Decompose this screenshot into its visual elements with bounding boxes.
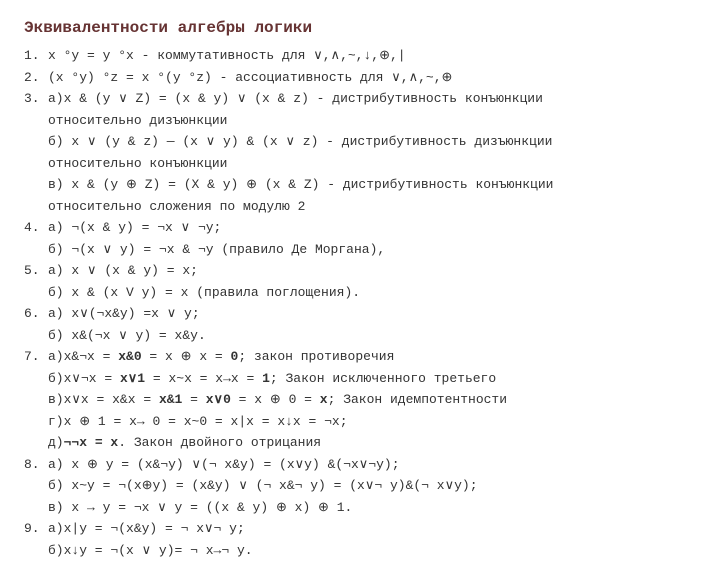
text-part: д) [48,435,64,450]
item-1: 1. x °y = y °x - коммутативность для ∨,∧… [24,46,696,66]
bold-text: 1 [262,371,270,386]
text-part: = [182,392,205,407]
bold-text: x [320,392,328,407]
item-7b: б)x∨¬x = x∨1 = x~x = x→x = 1; Закон искл… [24,369,696,389]
item-number: 3. [24,89,48,109]
item-5b: б) x & (x V y) = x (правила поглощения). [24,283,696,303]
text-part: а)x&¬x = [48,349,118,364]
item-9: 9. а)x|y = ¬(x&y) = ¬ x∨¬ y; [24,519,696,539]
item-3a-cont: относительно дизъюнкции [24,111,696,131]
item-3v: в) x & (y ⊕ Z) = (X & y) ⊕ (x & Z) - дис… [24,175,696,195]
item-number: 2. [24,68,48,88]
item-7: 7. а)x&¬x = x&0 = x ⊕ x = 0; закон проти… [24,347,696,367]
bold-text: x&0 [118,349,141,364]
item-text: (x °y) °z = x °(y °z) - ассоциативность … [48,68,696,88]
item-4b: б) ¬(x ∨ y) = ¬x & ¬y (правило Де Морган… [24,240,696,260]
text-part: б)x∨¬x = [48,371,120,386]
text-part: ; закон противоречия [238,349,394,364]
bold-text: x∨0 [206,392,231,407]
item-text: а)x&¬x = x&0 = x ⊕ x = 0; закон противор… [48,347,696,367]
item-text: a) x ⊕ y = (x&¬y) ∨(¬ x&y) = (x∨y) &(¬x∨… [48,455,696,475]
item-8: 8. a) x ⊕ y = (x&¬y) ∨(¬ x&y) = (x∨y) &(… [24,455,696,475]
item-number: 6. [24,304,48,324]
item-text: а)x|y = ¬(x&y) = ¬ x∨¬ y; [48,519,696,539]
item-5: 5. a) x ∨ (x & y) = x; [24,261,696,281]
item-7v: в)x∨x = x&x = x&1 = x∨0 = x ⊕ 0 = x; Зак… [24,390,696,410]
item-8b: б) x~y = ¬(x⊕y) = (x&y) ∨ (¬ x&¬ y) = (x… [24,476,696,496]
item-2: 2. (x °y) °z = x °(y °z) - ассоциативнос… [24,68,696,88]
item-4: 4. a) ¬(x & y) = ¬x ∨ ¬y; [24,218,696,238]
item-6b: б) x&(¬x ∨ y) = x&y. [24,326,696,346]
item-text: x °y = y °x - коммутативность для ∨,∧,~,… [48,46,696,66]
item-8v: в) x → y = ¬x ∨ y = ((x & y) ⊕ x) ⊕ 1. [24,498,696,518]
item-number: 1. [24,46,48,66]
item-number: 8. [24,455,48,475]
item-text: a) ¬(x & y) = ¬x ∨ ¬y; [48,218,696,238]
item-9b: б)x↓y = ¬(x ∨ y)= ¬ x→¬ y. [24,541,696,561]
item-7g: г)x ⊕ 1 = x→ 0 = x~0 = x|x = x↓x = ¬x; [24,412,696,432]
item-6: 6. a) x∨(¬x&y) =x ∨ y; [24,304,696,324]
item-3v-cont: относительно сложения по модулю 2 [24,197,696,217]
page-title: Эквивалентности алгебры логики [24,16,696,40]
item-3: 3. а)x & (y ∨ Z) = (x & y) ∨ (x & z) - д… [24,89,696,109]
text-part: = x ⊕ x = [142,349,231,364]
item-text: a) x∨(¬x&y) =x ∨ y; [48,304,696,324]
item-number: 5. [24,261,48,281]
item-number: 4. [24,218,48,238]
text-part: в)x∨x = x&x = [48,392,159,407]
item-3b-cont: относительно конъюнкции [24,154,696,174]
item-text: а)x & (y ∨ Z) = (x & y) ∨ (x & z) - дист… [48,89,696,109]
bold-text: ¬¬x = x [64,435,119,450]
text-part: = x~x = x→x = [145,371,262,386]
text-part: ; Закон исключенного третьего [270,371,496,386]
text-part: ; Закон идемпотентности [328,392,507,407]
item-7d: д)¬¬x = x. Закон двойного отрицания [24,433,696,453]
item-number: 9. [24,519,48,539]
item-3b: б) x ∨ (y & z) — (x ∨ y) & (x ∨ z) - дис… [24,132,696,152]
bold-text: x∨1 [120,371,145,386]
item-number: 7. [24,347,48,367]
item-text: a) x ∨ (x & y) = x; [48,261,696,281]
text-part: . Закон двойного отрицания [118,435,321,450]
bold-text: x&1 [159,392,182,407]
text-part: = x ⊕ 0 = [231,392,320,407]
